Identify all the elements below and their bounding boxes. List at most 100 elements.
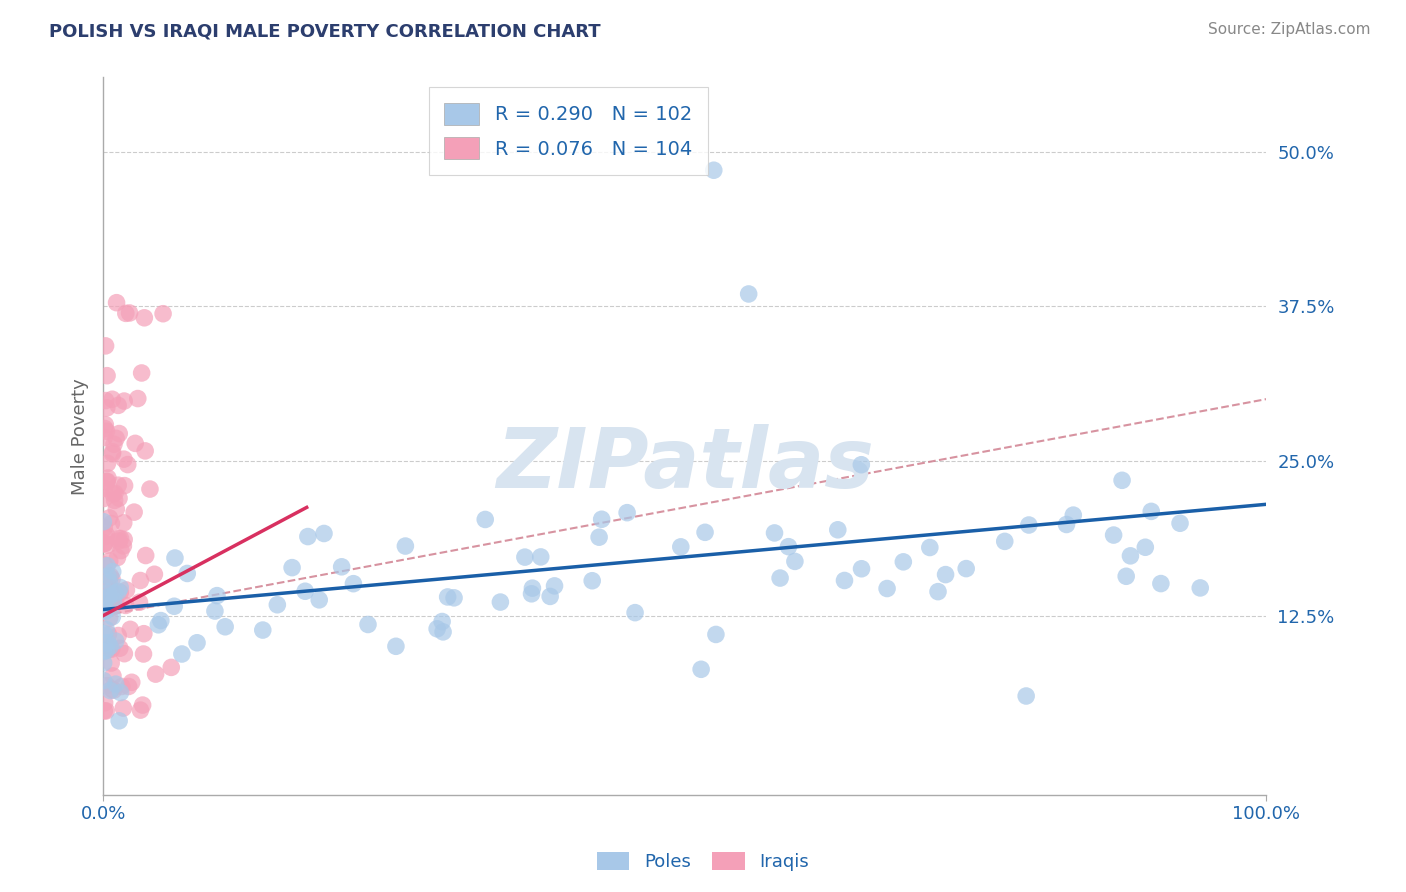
Point [520,587,543,601]
Point [96,475,118,489]
Point [737,287,759,301]
Point [703,163,725,178]
Point [98,511,121,525]
Point [112,539,135,553]
Point [93,521,115,535]
Point [101,392,124,407]
Point [204,604,226,618]
Point [1140,504,1163,518]
Point [927,584,949,599]
Point [114,599,136,613]
Point [115,582,138,597]
Point [117,680,139,694]
Point [93,601,115,615]
Point [94,393,117,408]
Point [96,590,118,604]
Text: ZIPatlas: ZIPatlas [496,425,873,506]
Point [93,430,115,444]
Point [107,628,129,642]
Point [96,643,118,657]
Point [489,595,512,609]
Point [588,530,610,544]
Point [107,478,129,492]
Point [891,555,914,569]
Point [101,487,124,501]
Point [834,574,856,588]
Point [117,458,139,472]
Point [97,471,120,485]
Point [148,617,170,632]
Point [145,667,167,681]
Point [1056,517,1078,532]
Point [214,620,236,634]
Point [851,562,873,576]
Point [357,617,380,632]
Point [96,591,118,605]
Point [101,445,124,459]
Point [107,398,129,412]
Point [543,579,565,593]
Point [96,456,118,470]
Point [143,567,166,582]
Point [132,626,155,640]
Point [93,491,115,506]
Point [110,685,132,699]
Point [170,647,193,661]
Point [538,590,561,604]
Point [163,551,186,566]
Point [98,683,121,698]
Point [139,482,162,496]
Point [149,614,172,628]
Point [118,306,141,320]
Point [96,424,118,438]
Point [134,443,156,458]
Point [152,307,174,321]
Point [876,582,898,596]
Point [129,574,152,588]
Point [530,549,553,564]
Point [769,571,792,585]
Point [93,558,115,572]
Point [96,368,118,383]
Point [132,647,155,661]
Point [103,683,125,698]
Point [94,417,117,432]
Point [704,627,727,641]
Point [114,306,136,320]
Point [94,603,117,617]
Point [1015,689,1038,703]
Point [96,475,118,489]
Point [778,540,800,554]
Point [1111,473,1133,487]
Point [693,525,716,540]
Point [131,698,153,712]
Point [160,660,183,674]
Point [394,539,416,553]
Point [93,673,115,688]
Point [94,530,117,544]
Point [120,623,142,637]
Point [94,604,117,618]
Point [97,591,120,605]
Point [281,560,304,574]
Point [96,623,118,637]
Point [385,640,408,654]
Point [128,595,150,609]
Point [97,569,120,583]
Point [101,609,124,624]
Point [104,493,127,508]
Point [1115,569,1137,583]
Point [690,662,713,676]
Point [112,533,135,547]
Point [93,536,115,550]
Point [93,704,115,718]
Point [101,598,124,612]
Point [342,576,364,591]
Point [1150,576,1173,591]
Point [93,515,115,529]
Point [110,532,132,546]
Point [93,481,115,495]
Point [110,543,132,558]
Point [108,641,131,656]
Point [104,634,127,648]
